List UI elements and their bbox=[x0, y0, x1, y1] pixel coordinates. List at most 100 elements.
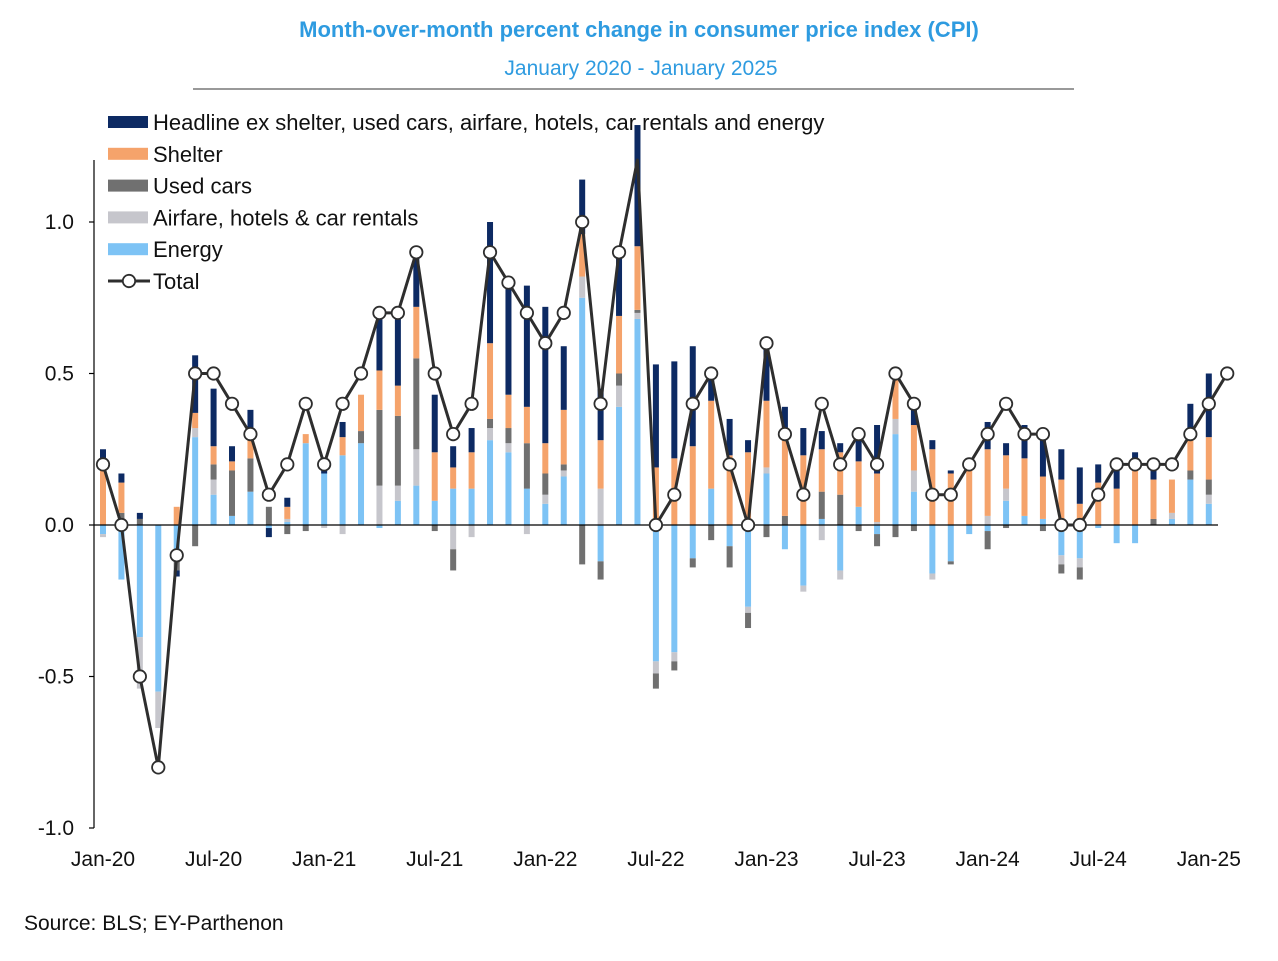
bar-airfare-May-24 bbox=[1058, 555, 1065, 565]
bar-headline-Apr-22 bbox=[597, 388, 604, 441]
legend-swatch-energy bbox=[108, 243, 148, 256]
bar-energy-Jul-23 bbox=[874, 525, 881, 535]
bar-energy-Jan-23 bbox=[763, 473, 770, 525]
bar-used_cars-Feb-23 bbox=[781, 515, 788, 525]
bar-headline-Apr-21 bbox=[376, 318, 383, 371]
bar-energy-Feb-23 bbox=[781, 525, 788, 550]
total-marker-Apr-24 bbox=[1035, 426, 1051, 442]
bar-airfare-Jun-20 bbox=[192, 428, 199, 438]
total-marker-Oct-21 bbox=[482, 245, 498, 260]
bar-shelter-Jan-22 bbox=[542, 443, 549, 474]
bar-airfare-Dec-21 bbox=[523, 525, 530, 535]
bar-airfare-Feb-24 bbox=[1003, 488, 1010, 501]
bar-headline-Jan-23 bbox=[763, 340, 770, 401]
total-marker-Apr-23 bbox=[814, 396, 829, 411]
total-marker-Mar-23 bbox=[796, 487, 811, 502]
total-marker-Nov-20 bbox=[280, 457, 295, 472]
total-marker-Jun-23 bbox=[851, 426, 866, 442]
bar-energy-Nov-24 bbox=[1168, 518, 1175, 525]
total-marker-Jun-24 bbox=[1072, 517, 1087, 533]
bar-used_cars-Aug-20 bbox=[229, 470, 236, 516]
bar-used_cars-Mar-21 bbox=[358, 431, 365, 444]
bar-energy-Feb-22 bbox=[560, 476, 567, 525]
legend-swatch-used_cars bbox=[108, 179, 148, 192]
bar-energy-Jan-25 bbox=[1205, 503, 1212, 525]
total-marker-Mar-20 bbox=[132, 669, 147, 684]
legend-label-headline: Headline ex shelter, used cars, airfare,… bbox=[153, 110, 824, 135]
bar-energy-Apr-22 bbox=[597, 525, 604, 562]
total-marker-Dec-22 bbox=[740, 517, 756, 533]
total-marker-May-21 bbox=[390, 305, 405, 320]
total-marker-Jul-21 bbox=[427, 366, 442, 381]
bar-airfare-Mar-22 bbox=[579, 276, 586, 298]
bar-airfare-Nov-24 bbox=[1168, 512, 1175, 519]
bar-energy-Oct-20 bbox=[265, 525, 272, 529]
bar-used_cars-Mar-22 bbox=[579, 525, 586, 565]
bar-shelter-Feb-21 bbox=[339, 437, 346, 456]
bar-shelter-May-23 bbox=[837, 452, 844, 495]
total-marker-Sep-22 bbox=[685, 396, 700, 411]
bar-used_cars-Nov-22 bbox=[726, 546, 733, 568]
total-marker-Jul-20 bbox=[206, 366, 221, 381]
bar-used_cars-May-22 bbox=[616, 373, 623, 386]
bar-shelter-Jul-23 bbox=[874, 473, 881, 522]
bar-airfare-Oct-23 bbox=[929, 573, 936, 580]
bar-used_cars-Mar-20 bbox=[136, 518, 143, 525]
bar-shelter-Sep-23 bbox=[910, 425, 917, 471]
total-marker-Feb-24 bbox=[998, 396, 1014, 411]
bar-airfare-May-21 bbox=[394, 485, 401, 501]
bar-headline-Sep-20 bbox=[247, 409, 254, 441]
total-marker-Apr-20 bbox=[151, 760, 166, 775]
bar-used_cars-Aug-23 bbox=[892, 525, 899, 538]
bar-headline-Nov-23 bbox=[947, 470, 954, 474]
bar-shelter-Dec-22 bbox=[745, 452, 752, 525]
bar-shelter-Jan-25 bbox=[1205, 437, 1212, 480]
bar-headline-Sep-23 bbox=[910, 403, 917, 426]
total-marker-Apr-21 bbox=[372, 305, 387, 320]
total-marker-May-24 bbox=[1054, 517, 1069, 533]
bar-used_cars-Apr-21 bbox=[376, 409, 383, 486]
bar-headline-Oct-21 bbox=[487, 222, 494, 344]
bar-headline-Jul-22 bbox=[652, 364, 659, 468]
bar-airfare-Jun-24 bbox=[1076, 558, 1083, 568]
bar-airfare-Jul-23 bbox=[874, 521, 881, 525]
bar-energy-May-23 bbox=[837, 525, 844, 571]
bar-airfare-Sep-23 bbox=[910, 470, 917, 492]
x-tick-label: Jan-22 bbox=[513, 848, 577, 871]
bar-headline-Apr-23 bbox=[818, 431, 825, 450]
total-marker-Jan-20 bbox=[95, 457, 111, 472]
bar-used_cars-Oct-22 bbox=[708, 525, 715, 541]
bar-used_cars-Jan-23 bbox=[763, 525, 770, 538]
bar-airfare-May-22 bbox=[616, 385, 623, 407]
bar-airfare-Aug-22 bbox=[671, 652, 678, 662]
bar-used_cars-Aug-22 bbox=[671, 661, 678, 671]
total-marker-Aug-24 bbox=[1109, 457, 1124, 472]
x-tick-label: Jul-23 bbox=[848, 848, 905, 871]
bar-used_cars-May-24 bbox=[1058, 564, 1065, 574]
bar-shelter-Jul-21 bbox=[431, 452, 438, 501]
legend-swatch-headline bbox=[108, 116, 148, 128]
bar-used_cars-Jul-21 bbox=[431, 525, 438, 532]
total-marker-Jan-22 bbox=[538, 336, 553, 351]
bar-energy-Sep-23 bbox=[910, 491, 917, 525]
bar-shelter-Apr-24 bbox=[1039, 476, 1046, 519]
bar-shelter-Feb-22 bbox=[560, 409, 567, 465]
bar-energy-Mar-21 bbox=[358, 443, 365, 525]
total-marker-Jul-24 bbox=[1091, 487, 1106, 502]
bar-used_cars-Nov-23 bbox=[947, 561, 954, 565]
bar-headline-Aug-20 bbox=[229, 446, 236, 462]
total-marker-Feb-21 bbox=[335, 396, 350, 411]
total-marker-Feb-20 bbox=[114, 517, 129, 533]
total-marker-Oct-24 bbox=[1146, 457, 1161, 472]
bar-airfare-Jun-21 bbox=[413, 449, 420, 486]
bar-headline-Nov-21 bbox=[505, 282, 512, 395]
total-marker-undefined bbox=[1220, 366, 1235, 381]
bar-energy-Jul-21 bbox=[431, 500, 438, 525]
total-marker-Sep-20 bbox=[243, 426, 258, 442]
y-tick-label: 0.5 bbox=[45, 363, 74, 386]
bar-airfare-Jan-22 bbox=[542, 494, 549, 504]
bar-headline-Jul-24 bbox=[1095, 464, 1102, 483]
total-marker-Nov-22 bbox=[722, 457, 737, 472]
bar-used_cars-May-23 bbox=[837, 494, 844, 525]
bar-airfare-Aug-23 bbox=[892, 418, 899, 435]
